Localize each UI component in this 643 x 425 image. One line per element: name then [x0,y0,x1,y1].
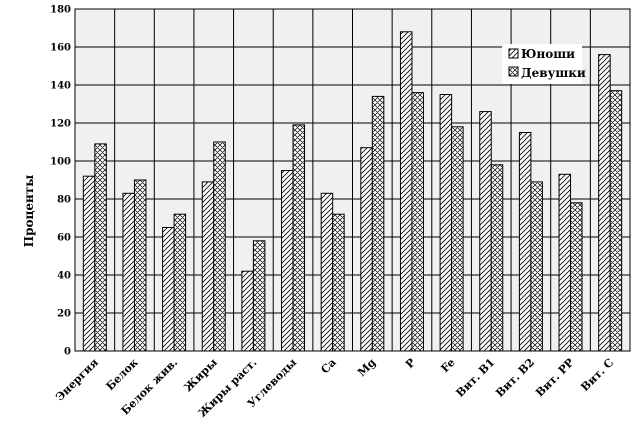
legend-label-girls: Девушки [521,66,586,80]
x-tick-label: Вит. B2 [493,356,537,400]
y-tick-label: 100 [50,157,71,168]
bars [82,31,623,352]
bar-boys [122,192,135,352]
y-tick-label: 60 [57,233,71,244]
x-tick-label: Ca [318,356,338,376]
bar-girls [490,164,504,352]
x-tick-label: Жиры [181,356,219,394]
bar-girls [609,90,623,352]
bar-girls [94,143,107,352]
legend-label-boys: Юноши [521,47,575,61]
bar-boys [201,181,215,352]
bar-girls [371,95,385,352]
bar-boys [82,175,96,352]
bar-girls [451,126,464,352]
x-tick-label: Fe [438,356,457,375]
legend-swatch-girls [508,66,519,77]
bar-girls [133,179,147,352]
y-axis-label: Проценты [22,175,36,247]
bar-boys [479,111,492,352]
y-tick-label: 40 [57,271,71,282]
bar-boys [558,173,572,352]
bar-boys [162,227,175,352]
y-tick-label: 120 [50,119,71,130]
x-tick-label: Вит. PP [533,356,576,399]
y-tick-label: 140 [50,81,71,92]
bar-boys [439,94,453,352]
bar-boys [399,31,413,352]
bar-boys [281,170,294,352]
x-tick-label: Белок [104,356,141,393]
legend: Юноши Девушки [502,44,586,84]
y-tick-label: 160 [50,43,71,54]
y-tick-label: 20 [57,309,71,320]
bar-girls [570,202,583,352]
x-tick-label: Вит. C [578,356,616,394]
bar-girls [332,213,345,352]
x-tick-label: Mg [355,356,378,379]
bar-boys [241,270,254,352]
x-tick-label: Вит. B1 [454,356,498,400]
x-tick-label: Энергия [53,356,101,404]
bar-girls [173,213,187,352]
y-tick-label: 180 [50,5,71,16]
bar-girls [530,181,543,352]
legend-swatch-boys [508,48,519,59]
y-tick-label: 0 [64,347,71,358]
x-tick-label: P [403,356,418,371]
y-tick-label: 80 [57,195,71,206]
bar-girls [213,141,226,352]
bar-boys [518,132,532,352]
bar-girls [252,240,266,352]
bar-girls [292,124,306,352]
bar-boys [320,192,334,352]
bar-boys [360,147,373,352]
y-axis-ticks: 0 20 40 60 80 100 120 140 160 180 [50,5,71,358]
bar-girls [411,92,424,352]
plot-frame [74,8,631,352]
bar-boys [598,54,611,352]
